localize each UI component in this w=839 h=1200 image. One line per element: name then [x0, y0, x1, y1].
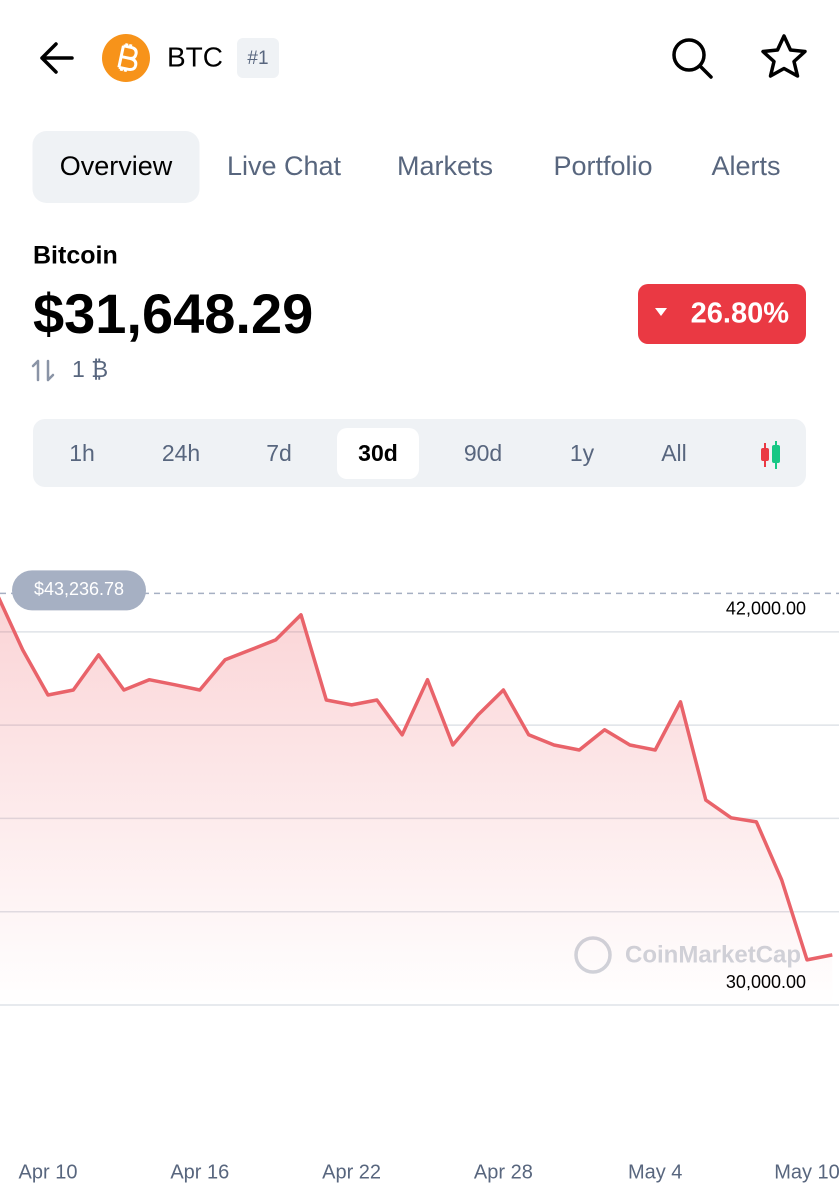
change-badge: [638, 284, 806, 344]
range-option[interactable]: 90d: [464, 440, 502, 466]
tab[interactable]: Portfolio: [553, 151, 652, 181]
coin-price: $31,648.29: [33, 282, 313, 345]
rank-badge: [237, 38, 279, 78]
change-text: 26.80%: [691, 298, 790, 330]
x-tick-label: Apr 28: [474, 1161, 533, 1183]
x-tick-label: May 4: [628, 1161, 682, 1183]
rank-text: #1: [247, 48, 268, 69]
range-active-bg: [337, 428, 419, 479]
down-triangle: [655, 308, 667, 316]
coin-name: Bitcoin: [33, 242, 118, 270]
coin-symbol: BTC: [167, 41, 223, 72]
price-line: [0, 596, 833, 962]
coin-amount: 1 ₿: [72, 356, 108, 382]
back-button[interactable]: [40, 42, 74, 74]
tab[interactable]: Alerts: [711, 151, 780, 181]
range-option[interactable]: 1h: [69, 440, 95, 466]
y-tick-label: 42,000.00: [726, 599, 806, 619]
range-option[interactable]: All: [661, 440, 687, 466]
range-option[interactable]: 7d: [266, 440, 292, 466]
range-options: 1h 24h 7d 30d 90d 1y All: [69, 428, 687, 479]
price-chart: 42,000.0030,000.00CoinMarketCap$43,236.7…: [0, 570, 839, 1183]
x-tick-label: Apr 22: [322, 1161, 381, 1183]
tab[interactable]: Markets: [397, 151, 493, 181]
tab-bar: Overview Live Chat Markets Portfolio Alerts: [32, 131, 781, 203]
tab[interactable]: Live Chat: [227, 151, 342, 181]
price-area: [0, 600, 833, 1005]
candle-toggle[interactable]: [761, 441, 780, 469]
price-marker-pill: [12, 570, 146, 611]
range-option[interactable]: 30d: [358, 440, 398, 466]
coin-logo: [102, 34, 150, 82]
convert-icon: [31, 359, 55, 382]
range-bar: [33, 419, 806, 487]
x-tick-label: Apr 10: [19, 1161, 78, 1183]
x-tick-label: Apr 16: [170, 1161, 229, 1183]
tab-active-bg: [32, 131, 200, 203]
tab[interactable]: Overview: [60, 151, 173, 181]
range-option[interactable]: 24h: [162, 440, 200, 466]
search-button[interactable]: [672, 38, 713, 79]
range-option[interactable]: 1y: [570, 440, 595, 466]
watchlist-star[interactable]: [761, 34, 807, 78]
x-tick-label: May 10: [774, 1161, 839, 1183]
price-marker-label: $43,236.78: [34, 579, 124, 599]
